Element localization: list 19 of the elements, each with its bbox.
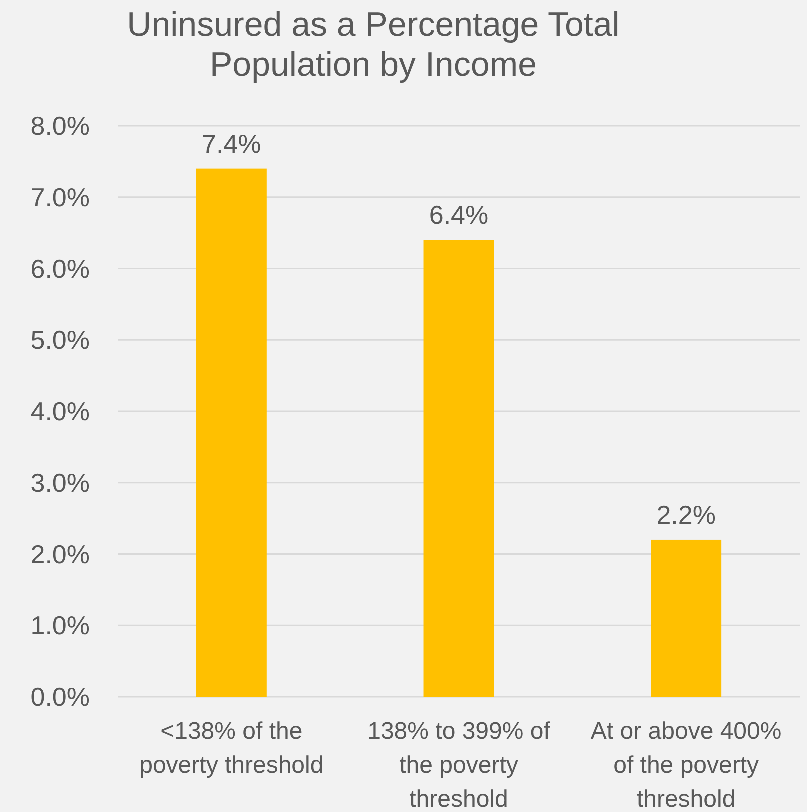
bar	[651, 540, 722, 697]
y-tick-label: 1.0%	[30, 610, 90, 641]
x-tick-label: At or above 400% of the poverty threshold	[590, 718, 782, 812]
data-label: 7.4%	[202, 128, 262, 159]
y-tick-label: 5.0%	[30, 325, 90, 356]
y-tick-label: 3.0%	[30, 468, 90, 498]
y-tick-label: 2.0%	[30, 539, 90, 570]
y-tick-label: 7.0%	[30, 182, 90, 212]
y-tick-label: 8.0%	[30, 111, 90, 142]
x-tick-label: <138% of the poverty threshold	[140, 718, 324, 779]
bar	[424, 240, 494, 697]
y-tick-label: 0.0%	[30, 682, 90, 712]
chart-title: Uninsured as a Percentage Total Population by Income	[127, 6, 620, 84]
bar	[196, 168, 267, 697]
data-label: 2.2%	[656, 500, 716, 530]
data-label: 6.4%	[429, 200, 489, 230]
x-tick-label: 138% to 399% of the poverty threshold	[368, 718, 551, 812]
y-tick-label: 4.0%	[30, 396, 90, 427]
y-tick-label: 6.0%	[30, 254, 90, 284]
